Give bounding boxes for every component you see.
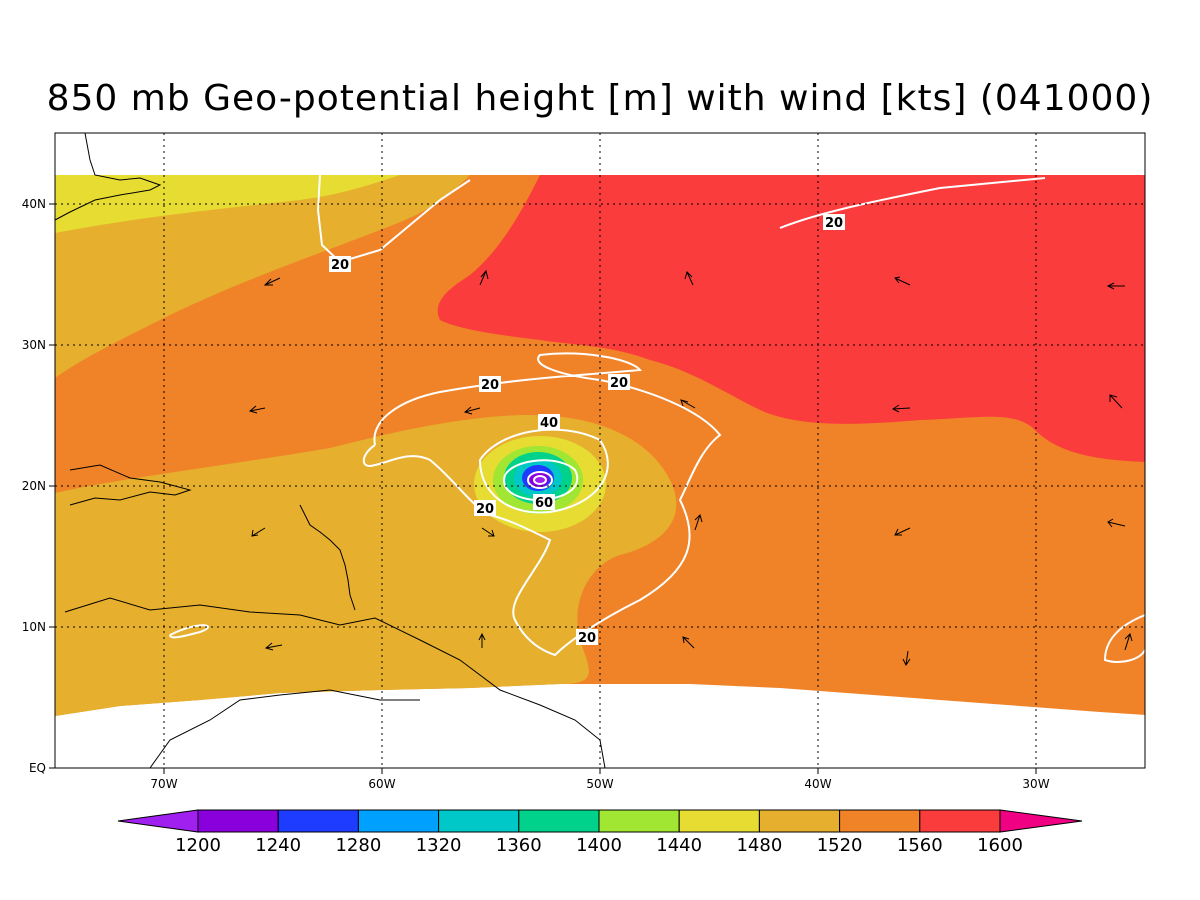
lat-tick-label: 10N xyxy=(22,620,46,634)
colorbar-labels: 1200 1240 1280 1320 1360 1400 1440 1480 1520 1560… xyxy=(175,835,1023,856)
wind-contour-20-ne xyxy=(779,177,1046,229)
lon-tick-label: 60W xyxy=(368,777,395,791)
wind-arrow xyxy=(251,527,266,537)
colorbar-level-label: 1360 xyxy=(496,835,542,856)
lat-tick-label: EQ xyxy=(29,761,46,775)
colorbar-level-label: 1200 xyxy=(175,835,221,856)
coast-lesser-antilles xyxy=(299,504,356,611)
colorbar-swatch xyxy=(598,809,680,833)
svg-text:60: 60 xyxy=(535,496,553,511)
colorbar-level-label: 1480 xyxy=(736,835,782,856)
colorbar-swatch xyxy=(438,809,520,833)
wind-contour-60 xyxy=(503,459,579,502)
svg-text:20: 20 xyxy=(578,631,596,646)
contour-label: 60 xyxy=(533,494,555,511)
colorbar-level-label: 1600 xyxy=(977,835,1023,856)
svg-text:20: 20 xyxy=(481,378,499,393)
wind-contour-40 xyxy=(478,428,609,514)
wind-contour-20-sw xyxy=(169,624,209,639)
coastlines xyxy=(55,133,606,768)
colorbar-swatch xyxy=(678,809,760,833)
wind-arrow xyxy=(463,406,481,415)
colorbar-arrow-high xyxy=(999,809,1083,833)
wind-arrow xyxy=(248,405,266,414)
colorbar-level-label: 1240 xyxy=(255,835,301,856)
coast-south-america xyxy=(64,597,606,768)
lon-tick-label: 30W xyxy=(1022,777,1049,791)
wind-arrow xyxy=(892,404,911,413)
contour-label: 20 xyxy=(474,500,496,517)
map-frame xyxy=(49,132,1146,774)
contour-label: 20 xyxy=(329,256,351,273)
height-band-high xyxy=(437,175,1145,462)
wind-arrow xyxy=(894,276,911,286)
colorbar-level-label: 1560 xyxy=(897,835,943,856)
colorbar-level-label: 1440 xyxy=(656,835,702,856)
lon-tick-label: 40W xyxy=(804,777,831,791)
lat-tick-label: 40N xyxy=(22,197,46,211)
map-title: 850 mb Geo-potential height [m] with win… xyxy=(46,78,1154,119)
lon-tick-label: 50W xyxy=(586,777,613,791)
lon-tick-labels: 70W 60W 50W 40W 30W xyxy=(150,777,1049,791)
colorbar-level-label: 1520 xyxy=(817,835,863,856)
wind-arrow xyxy=(680,399,696,409)
wind-contours xyxy=(169,174,1145,663)
wind-arrow xyxy=(478,632,486,648)
contour-label: 40 xyxy=(538,414,560,431)
colorbar-level-label: 1400 xyxy=(576,835,622,856)
svg-text:20: 20 xyxy=(331,258,349,273)
colorbar-swatch xyxy=(839,809,921,833)
colorbar-swatch xyxy=(277,809,359,833)
wind-arrow xyxy=(264,642,283,651)
colorbar-swatch xyxy=(919,809,1001,833)
cyclone-eye xyxy=(535,476,545,484)
wind-arrow xyxy=(263,277,281,286)
contour-labels: 20 20 20 20 20 40 60 20 xyxy=(329,214,845,646)
wind-vectors xyxy=(248,269,1133,666)
lon-tick-label: 70W xyxy=(150,777,177,791)
height-band-nw xyxy=(55,175,470,378)
wind-arrow xyxy=(481,527,495,537)
height-field xyxy=(55,133,1145,768)
contour-label: 20 xyxy=(608,374,630,391)
svg-text:20: 20 xyxy=(825,216,843,231)
height-band-far-nw xyxy=(55,175,400,233)
colorbar-swatch xyxy=(518,809,600,833)
svg-text:20: 20 xyxy=(610,376,628,391)
wind-arrow xyxy=(1124,633,1133,651)
lat-tick-labels: EQ 10N 20N 30N 40N xyxy=(22,197,46,775)
contour-label: 20 xyxy=(823,214,845,231)
contour-label: 20 xyxy=(576,629,598,646)
colorbar-swatch xyxy=(197,809,279,833)
wind-arrow xyxy=(1106,282,1125,290)
wind-contour-20-east xyxy=(1103,614,1145,663)
colorbar-level-label: 1320 xyxy=(416,835,462,856)
colorbar-swatch xyxy=(357,809,440,833)
wind-arrow xyxy=(479,269,489,286)
wind-arrow xyxy=(1107,518,1126,528)
wind-arrow xyxy=(694,514,703,531)
colorbar-arrow-low xyxy=(117,809,199,833)
wind-arrow xyxy=(684,271,694,286)
lat-tick-label: 20N xyxy=(22,479,46,493)
contour-label: 20 xyxy=(479,376,501,393)
lat-tick-label: 30N xyxy=(22,338,46,352)
graticule xyxy=(55,133,1145,768)
wind-arrow xyxy=(894,527,911,536)
wind-arrow xyxy=(682,636,695,649)
coast-greater-antilles xyxy=(69,464,192,506)
svg-text:20: 20 xyxy=(476,502,494,517)
wind-arrow xyxy=(902,650,911,666)
colorbar-swatch xyxy=(758,809,841,833)
colorbar xyxy=(117,809,1083,833)
svg-text:40: 40 xyxy=(540,416,558,431)
wind-arrow xyxy=(1109,394,1123,409)
colorbar-level-label: 1280 xyxy=(335,835,381,856)
